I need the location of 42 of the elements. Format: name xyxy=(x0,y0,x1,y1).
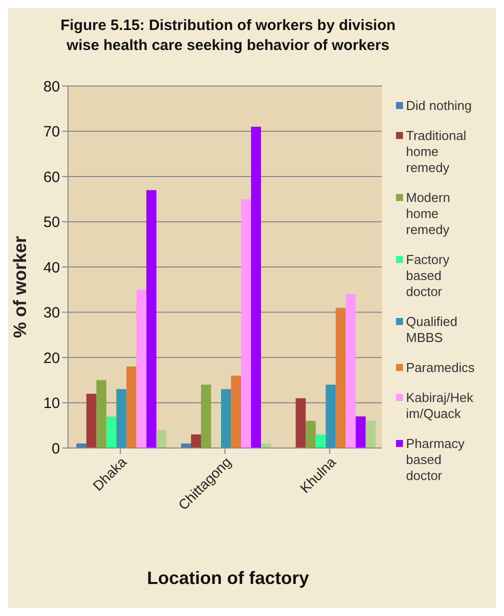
legend-label: Traditional home remedy xyxy=(406,128,468,176)
y-tick-label: 70 xyxy=(43,124,60,141)
bar xyxy=(156,430,166,448)
y-tick-label: 0 xyxy=(52,440,60,458)
bar xyxy=(201,384,212,448)
bar xyxy=(116,389,126,448)
legend-label: Paramedics xyxy=(406,360,476,376)
bar xyxy=(96,380,106,448)
bar xyxy=(316,434,326,448)
chart-title: Figure 5.15: Distribution of workers by division wise health care seeking behavior of workers xyxy=(59,16,397,56)
bar xyxy=(251,126,262,448)
bar xyxy=(241,199,252,448)
legend-label: Pharmacy based doctor xyxy=(406,436,466,484)
bar xyxy=(231,376,242,448)
bar xyxy=(346,294,356,448)
bar xyxy=(296,398,306,448)
bar xyxy=(191,434,202,448)
bar xyxy=(86,394,96,448)
y-tick-label: 10 xyxy=(43,395,60,412)
legend-label: Qualified MBBS xyxy=(406,314,458,346)
bar xyxy=(326,384,336,448)
bar xyxy=(366,420,376,448)
y-tick-label: 50 xyxy=(43,214,60,232)
legend-label: Kabiraj/Hekim/Quack xyxy=(406,390,474,422)
y-axis-title: % of worker xyxy=(10,236,31,338)
bar xyxy=(221,389,232,448)
legend-label: Factory based doctor xyxy=(406,252,450,300)
bar xyxy=(136,290,146,448)
bar xyxy=(106,416,116,448)
x-axis-title: Location of factory xyxy=(146,568,310,589)
y-tick-label: 60 xyxy=(43,168,60,186)
legend-label: Modern home remedy xyxy=(406,190,452,238)
bar xyxy=(306,420,316,448)
y-tick-label: 40 xyxy=(43,259,60,276)
bar xyxy=(126,366,136,448)
y-tick-label: 80 xyxy=(43,78,60,96)
y-tick-label: 30 xyxy=(43,304,60,322)
bar xyxy=(336,308,346,448)
legend-label: Did nothing xyxy=(406,98,473,114)
bar xyxy=(356,416,366,448)
y-tick-label: 20 xyxy=(43,350,60,367)
bar xyxy=(146,190,156,448)
